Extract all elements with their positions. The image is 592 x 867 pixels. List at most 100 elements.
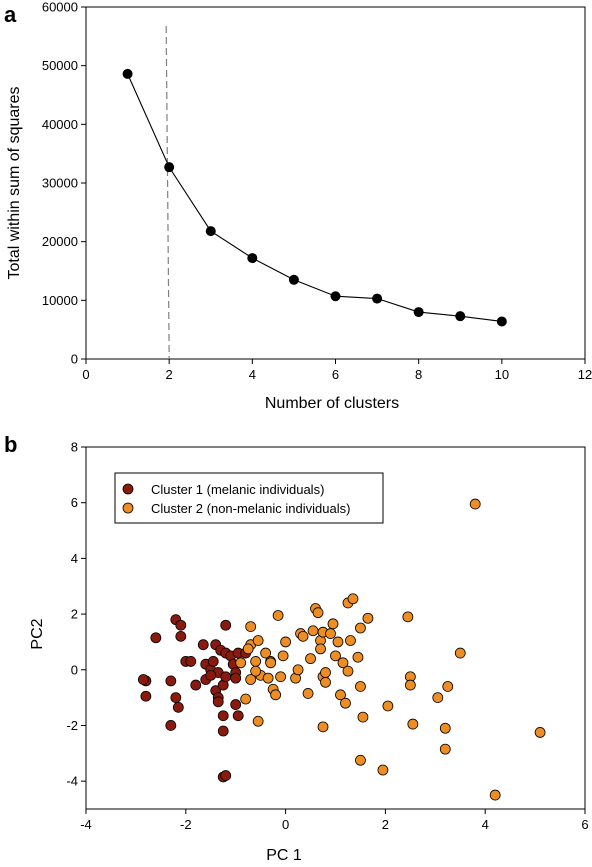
panel-b-point-cluster-2 — [337, 657, 349, 669]
panel-b-point-cluster-2 — [439, 722, 451, 734]
panel-b-point-cluster-1 — [170, 692, 182, 704]
panel-b-point-cluster-2 — [235, 657, 247, 669]
panel-b-point-cluster-2 — [240, 693, 252, 705]
panel-b-point-cluster-2 — [262, 672, 274, 684]
panel-b-y-axis-title: PC2 — [29, 618, 46, 649]
panel-b-point-cluster-2 — [250, 665, 262, 677]
panel-a-data-point — [413, 307, 424, 318]
panel-b-point-cluster-1 — [230, 699, 242, 710]
panel-b-point-cluster-1 — [232, 710, 244, 722]
panel-a-data-point — [455, 311, 466, 322]
panel-b-point-cluster-2 — [265, 657, 277, 669]
panel-b-point-cluster-2 — [432, 692, 444, 704]
panel-b-point-cluster-2 — [442, 681, 454, 692]
panel-a-x-tick-label: 6 — [332, 367, 339, 382]
panel-b-x-tick-label: 6 — [581, 817, 588, 832]
panel-a-x-tick-label: 12 — [578, 367, 592, 382]
panel-b-point-cluster-2 — [245, 674, 257, 685]
panel-b-point-cluster-2 — [252, 635, 264, 646]
panel-a-y-tick-label: 30000 — [42, 176, 78, 191]
panel-a-label: a — [4, 2, 17, 27]
panel-a-elbow-chart: a 0 2 4 6 8 10 12 0 10000 20000 30000 40000 50000 600… — [4, 0, 592, 412]
panel-b-x-axis-title: PC 1 — [266, 847, 302, 864]
panel-b-x-tick-label: 0 — [282, 817, 289, 832]
panel-a-data-point — [164, 162, 175, 173]
panel-b-point-cluster-2 — [352, 651, 364, 663]
panel-a-ticks: 0 2 4 6 8 10 12 0 10000 20000 30000 40000 50000 60000 — [42, 0, 592, 382]
panel-b-point-cluster-1 — [207, 656, 219, 667]
panel-b-point-cluster-2 — [335, 689, 346, 701]
panel-b-point-cluster-2 — [332, 636, 344, 648]
panel-b-y-tick-label: 0 — [71, 662, 78, 677]
panel-b-point-cluster-2 — [362, 612, 374, 624]
panel-a-y-tick-label: 50000 — [42, 58, 78, 73]
panel-b-point-cluster-2 — [382, 700, 394, 712]
panel-b-plot-frame — [85, 446, 586, 810]
panel-b-point-cluster-2 — [305, 653, 316, 665]
panel-a-reference-dashed-line — [165, 25, 170, 360]
panel-b-point-cluster-1 — [172, 701, 184, 713]
legend-marker-cluster-2 — [122, 502, 134, 514]
legend-label-cluster-2: Cluster 2 (non-melanic individuals) — [151, 501, 350, 516]
panel-b-point-cluster-2 — [320, 676, 331, 688]
panel-b-point-cluster-1 — [217, 725, 229, 737]
panel-b-point-cluster-1 — [220, 671, 232, 683]
panel-b-point-cluster-2 — [327, 618, 339, 630]
panel-b-point-cluster-1 — [175, 619, 187, 631]
panel-a-x-tick-label: 10 — [495, 367, 509, 382]
panel-b-point-cluster-2 — [242, 643, 254, 655]
panel-b-point-cluster-1 — [165, 675, 177, 687]
panel-b-x-tick-label: 4 — [482, 817, 489, 832]
panel-b-point-cluster-2 — [252, 715, 264, 727]
panel-b-point-cluster-2 — [489, 789, 501, 801]
panel-b-point-cluster-2 — [469, 498, 481, 510]
panel-b-point-cluster-2 — [534, 727, 546, 738]
panel-a-x-tick-label: 8 — [415, 367, 422, 382]
panel-b-point-cluster-2 — [270, 689, 282, 701]
panel-b-pca-scatter: b -4 -2 0 2 4 6 -4 -2 0 2 4 6 8 Cluster 1 (melanic i… — [4, 432, 589, 864]
panel-b-point-cluster-1 — [220, 619, 232, 631]
panel-b-ticks: -4 -2 0 2 4 6 -4 -2 0 2 4 6 8 — [66, 440, 588, 833]
panel-a-points-group — [122, 68, 507, 327]
panel-a-y-tick-label: 60000 — [42, 0, 78, 15]
panel-a-data-point — [496, 316, 507, 327]
panel-a-y-tick-label: 20000 — [42, 234, 78, 249]
panel-a-data-point — [205, 226, 216, 237]
panel-a-y-axis-title: Total within sum of squares — [6, 87, 23, 280]
panel-b-point-cluster-1 — [175, 630, 187, 642]
panel-b-y-tick-label: 4 — [71, 551, 78, 566]
panel-b-point-cluster-2 — [245, 621, 257, 633]
panel-b-point-cluster-2 — [272, 610, 284, 621]
panel-b-point-cluster-1 — [165, 720, 177, 731]
panel-a-y-tick-label: 10000 — [42, 293, 78, 308]
panel-b-point-cluster-2 — [439, 743, 451, 755]
panel-b-point-cluster-2 — [277, 650, 289, 662]
panel-a-y-tick-label: 40000 — [42, 117, 78, 132]
panel-b-point-cluster-1 — [212, 696, 224, 708]
panel-b-point-cluster-1 — [230, 672, 242, 684]
panel-b-point-cluster-2 — [345, 635, 356, 646]
panel-b-point-cluster-2 — [297, 630, 309, 642]
panel-a-data-point — [247, 253, 258, 264]
panel-b-point-cluster-2 — [357, 711, 369, 723]
panel-b-point-cluster-2 — [330, 650, 341, 662]
panel-b-point-cluster-2 — [355, 754, 366, 766]
panel-b-y-tick-label: 6 — [71, 495, 78, 510]
panel-b-point-cluster-2 — [292, 664, 304, 676]
panel-b-point-cluster-1 — [150, 632, 162, 644]
legend-marker-cluster-1 — [122, 483, 134, 495]
panel-b-point-cluster-2 — [342, 665, 354, 677]
panel-b-point-cluster-2 — [325, 628, 336, 639]
panel-b-point-cluster-2 — [377, 764, 389, 776]
panel-a-x-axis-title: Number of clusters — [265, 395, 399, 412]
panel-b-point-cluster-1 — [137, 674, 149, 685]
panel-a-plot-frame — [85, 6, 586, 360]
panel-b-point-cluster-1 — [140, 690, 152, 702]
panel-b-label: b — [4, 432, 17, 457]
panel-a-reference-line-group — [165, 25, 170, 360]
panel-a-y-tick-label: 0 — [71, 352, 78, 367]
panel-b-point-cluster-1 — [190, 679, 202, 691]
panel-b-point-cluster-2 — [402, 611, 414, 623]
panel-b-point-cluster-2 — [355, 622, 366, 634]
